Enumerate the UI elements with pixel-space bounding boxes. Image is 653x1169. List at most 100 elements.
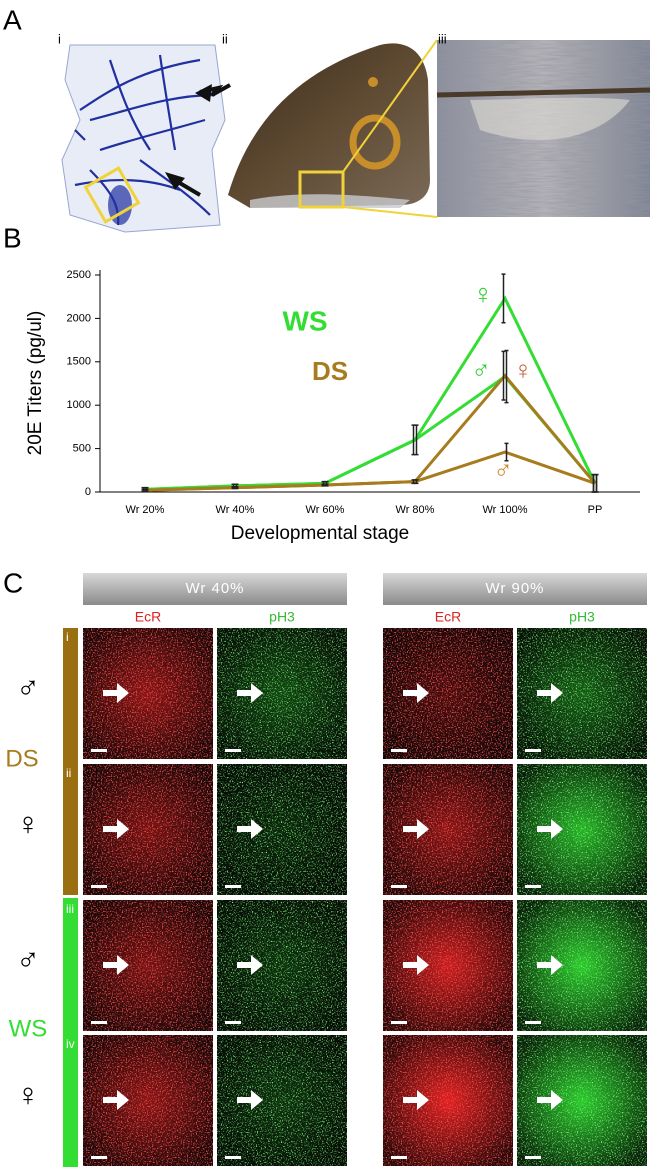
vein	[436, 87, 651, 98]
y-tick-label: 2000	[67, 312, 91, 324]
data-line	[144, 450, 596, 492]
error-bar	[504, 349, 509, 404]
speckle	[83, 900, 213, 1031]
arrow	[103, 955, 129, 975]
arrow	[403, 683, 429, 703]
scale-bar	[525, 749, 541, 752]
blue-spot	[108, 185, 132, 225]
arrowhead	[195, 84, 212, 102]
y-tick-label: 2500	[67, 269, 91, 281]
zoom-line	[342, 39, 438, 173]
error-bar	[324, 483, 329, 487]
scale-bar	[525, 1021, 541, 1024]
annotation: ♀	[473, 278, 494, 309]
scale-bar	[525, 885, 541, 888]
row-label: iv	[66, 1037, 75, 1051]
speckle	[383, 628, 513, 759]
x-axis-label: Developmental stage	[231, 523, 410, 544]
error-bar	[501, 273, 506, 324]
channel-label: pH3	[569, 609, 595, 625]
arrow	[237, 1090, 263, 1110]
zoom-line	[342, 206, 438, 218]
arrow	[537, 955, 563, 975]
scale-bar	[525, 1156, 541, 1159]
speckle	[83, 628, 213, 759]
annotation: DS	[312, 356, 348, 386]
x-tick-label: Wr 40%	[216, 504, 255, 516]
sex-symbol: ♀	[16, 805, 40, 841]
group-bar	[63, 628, 78, 895]
x-tick-label: Wr 60%	[306, 504, 345, 516]
highlight-box	[298, 170, 345, 209]
group-label: DS	[5, 745, 38, 772]
arrow	[537, 819, 563, 839]
sublabel: i	[58, 31, 61, 46]
scale-bar	[225, 1156, 241, 1159]
speckle	[517, 764, 647, 895]
data-line	[144, 374, 597, 491]
x-tick-label: Wr 20%	[126, 504, 165, 516]
y-axis-label: 20E Titers (pg/ul)	[25, 311, 46, 456]
wing-margin	[250, 194, 410, 208]
header-box	[83, 573, 347, 605]
sex-symbol: ♂	[16, 941, 40, 977]
x-tick-label: Wr 80%	[396, 504, 435, 516]
speckle	[217, 764, 347, 895]
channel-label: EcR	[135, 609, 161, 625]
channel-label: EcR	[435, 609, 461, 625]
x-tick-label: Wr 100%	[482, 504, 527, 516]
sublabel: ii	[222, 31, 228, 46]
scale-bar	[391, 1021, 407, 1024]
y-tick-label: 0	[85, 486, 91, 498]
y-tick-label: 1000	[67, 399, 91, 411]
butterfly-wing	[228, 43, 430, 208]
speckle	[217, 900, 347, 1031]
error-bar	[144, 488, 149, 492]
row-label: i	[66, 630, 69, 644]
header-box	[383, 573, 647, 605]
arrow	[537, 683, 563, 703]
y-tick-label: 1500	[67, 356, 91, 368]
panel-a-images	[61, 39, 651, 233]
scale-bar	[91, 1156, 107, 1159]
error-bar	[504, 442, 509, 462]
panel-label: A	[3, 4, 22, 35]
arrow	[237, 683, 263, 703]
scale-bar	[225, 1021, 241, 1024]
scale-bar	[225, 885, 241, 888]
panel-label: C	[3, 567, 23, 598]
annotation: WS	[282, 305, 327, 336]
error-bar	[501, 350, 506, 401]
speckle	[383, 900, 513, 1031]
arrow	[237, 819, 263, 839]
highlight-box	[83, 166, 141, 224]
speckle	[217, 1035, 347, 1166]
arrow	[537, 1090, 563, 1110]
scale-bar	[91, 749, 107, 752]
scale-bar	[391, 1156, 407, 1159]
arrow	[403, 955, 429, 975]
arrow	[176, 180, 202, 197]
row-label: ii	[66, 766, 71, 780]
channel-label: pH3	[269, 609, 295, 625]
arrowhead	[165, 172, 185, 190]
speckle	[517, 900, 647, 1031]
speckle	[217, 628, 347, 759]
sublabel: iii	[438, 31, 447, 46]
speckle	[383, 1035, 513, 1166]
annotation: ♀	[513, 355, 533, 385]
speckle	[383, 764, 513, 895]
x-tick-label: PP	[588, 504, 603, 516]
speckle	[83, 1035, 213, 1166]
sex-symbol: ♂	[16, 669, 40, 705]
eyespot	[349, 114, 401, 170]
arrow	[403, 1090, 429, 1110]
data-line	[144, 373, 597, 492]
eyespot-small	[368, 77, 378, 87]
scale-bar	[225, 749, 241, 752]
arrow	[237, 955, 263, 975]
scale-bar	[91, 1021, 107, 1024]
row-label: iii	[66, 902, 74, 916]
panel-label: B	[3, 222, 22, 253]
